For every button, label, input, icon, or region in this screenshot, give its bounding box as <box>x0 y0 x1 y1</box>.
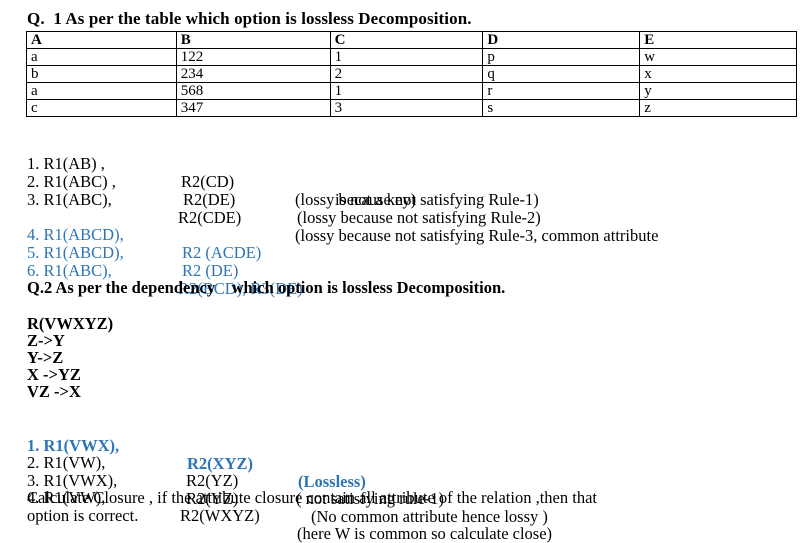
table-header-cell: C <box>329 31 484 49</box>
table-cell: 1 <box>329 48 484 66</box>
q2-title: Q.2 As per the dependency which option i… <box>27 278 506 297</box>
option-note: (Lossless) <box>298 472 366 491</box>
option-number: 5. R1(ABCD), <box>27 243 124 262</box>
table-cell: 234 <box>175 65 331 83</box>
option-r2: R2(XYZ) <box>187 454 253 473</box>
q2-fd: X ->YZ <box>27 365 81 384</box>
q2-option-3: 3. R1(VWX), R2(YZ) (No common attribute … <box>27 454 787 526</box>
table-header-cell: D <box>482 31 641 49</box>
option-r2: R2(YZ) <box>186 489 239 508</box>
option-note: ( not satisfying rule-1) <box>296 489 445 508</box>
table-cell: 2 <box>329 65 484 83</box>
option-note: (lossy because not satisfying Rule-3, co… <box>295 226 659 245</box>
table-cell: y <box>639 82 797 100</box>
option-number: 4. R1(VW), <box>27 488 106 507</box>
table-cell: 122 <box>175 48 331 66</box>
table-cell: p <box>482 48 641 66</box>
option-note: (lossy because not satisfying Rule-1) <box>295 190 539 209</box>
table-cell: 3 <box>329 99 484 117</box>
option-r2: R2(CDE) <box>178 208 242 227</box>
q1-option-3: 3. R1(ABC), R2(CDE) (lossy because not s… <box>27 173 802 245</box>
q2-option-2: 2. R1(VW), R2(YZ) ( not satisfying rule-… <box>27 436 787 508</box>
q1-option-6: 6. R1(ABC), R2(BCD), R3(DE) <box>27 244 787 298</box>
q2-closure-text: option is correct. <box>27 506 139 525</box>
table-cell: 1 <box>329 82 484 100</box>
table-cell: x <box>639 65 797 83</box>
table-cell: w <box>639 48 797 66</box>
q2-fd: VZ ->X <box>27 382 81 401</box>
q1-option-1: 1. R1(AB) , R2(CD) (lossy because not sa… <box>27 137 787 209</box>
option-r2: R2(BCD), R3(DE) <box>178 279 303 298</box>
q2-option-4: 4. R1(VW), R2(WXYZ) (here W is common so… <box>27 471 787 543</box>
option-number: 4. R1(ABCD), <box>27 225 124 244</box>
q2-option-1: 1. R1(VWX), R2(XYZ) (Lossless) <box>27 419 787 491</box>
table-header-cell: B <box>175 31 331 49</box>
q2-fd: Z->Y <box>27 331 65 350</box>
q2-relation: R(VWXYZ) <box>27 314 114 333</box>
table-cell: 568 <box>175 82 331 100</box>
table-row: b 234 2 q x <box>26 65 797 83</box>
table-cell: r <box>482 82 641 100</box>
table-row: a 122 1 p w <box>26 48 797 66</box>
table-header-row: A B C D E <box>26 31 797 49</box>
option-r2: R2(CD) <box>181 172 235 191</box>
relation-table: A B C D E a 122 1 p w b 234 2 q x a 568 … <box>26 31 797 117</box>
table-header-cell: E <box>639 31 797 49</box>
table-cell: c <box>26 99 177 117</box>
q1-title: Q. 1 As per the table which option is lo… <box>27 9 472 28</box>
option-number: 1. R1(VWX), <box>27 436 120 455</box>
option-number: 2. R1(ABC) , <box>27 172 116 191</box>
option-r2: R2(WXYZ) <box>180 506 260 525</box>
option-note: (No common attribute hence lossy ) <box>311 507 548 526</box>
table-cell: a <box>26 82 177 100</box>
option-note: (here W is common so calculate close) <box>297 524 553 543</box>
q1-option-5: 5. R1(ABCD), R2 (DE) <box>27 226 787 280</box>
q2-closure-text: Calculate Closure , if the attribute clo… <box>27 488 597 507</box>
table-cell: s <box>482 99 641 117</box>
option-number: 1. R1(AB) , <box>27 154 105 173</box>
option-number: 6. R1(ABC), <box>27 261 112 280</box>
table-cell: z <box>639 99 797 117</box>
option-number: 3. R1(VWX), <box>27 471 118 490</box>
q1-option-2: 2. R1(ABC) , R2(DE) (lossy because not s… <box>27 155 787 227</box>
table-cell: b <box>26 65 177 83</box>
option-number: 3. R1(ABC), <box>27 190 112 209</box>
q1-option-4: 4. R1(ABCD), R2 (ACDE) <box>27 208 787 262</box>
option-r2: R2(DE) <box>183 190 236 209</box>
table-row: a 568 1 r y <box>26 82 797 100</box>
option-r2: R2(YZ) <box>186 471 239 490</box>
q1-option-3-continuation: is not a key) <box>335 190 417 209</box>
q2-fd: Y->Z <box>27 348 64 367</box>
option-r2: R2 (DE) <box>182 261 239 280</box>
table-cell: 347 <box>175 99 331 117</box>
option-r2: R2 (ACDE) <box>182 243 262 262</box>
table-cell: q <box>482 65 641 83</box>
table-row: c 347 3 s z <box>26 99 797 117</box>
option-note: (lossy because not satisfying Rule-2) <box>297 208 541 227</box>
option-number: 2. R1(VW), <box>27 453 106 472</box>
table-header-cell: A <box>26 31 177 49</box>
table-cell: a <box>26 48 177 66</box>
